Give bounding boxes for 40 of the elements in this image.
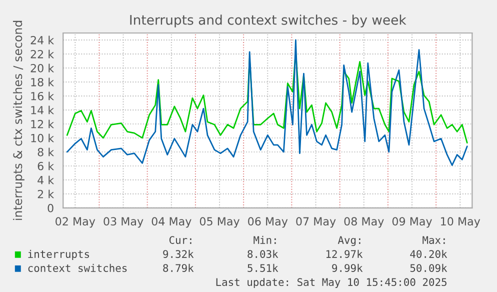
x-tick-label: 10 May xyxy=(441,217,480,228)
y-tick-label: 20 k xyxy=(30,64,54,72)
y-tick-label: 2 k xyxy=(38,190,54,198)
text: 9.99k xyxy=(332,264,363,272)
x-tick-label: 07 May xyxy=(296,217,336,228)
text: 8.79k xyxy=(163,264,194,272)
text: Min: xyxy=(254,236,276,244)
y-tick-label: 8 k xyxy=(38,148,54,156)
y-tick-label: 16 k xyxy=(31,92,54,100)
x-tick-label: 05 May xyxy=(200,217,240,228)
x-tick-label: 04 May xyxy=(152,217,192,228)
y-tick-label: 24 k xyxy=(30,36,54,44)
chart-title: Interrupts and context switches - by week xyxy=(130,14,406,28)
y-tick-label: 10 k xyxy=(31,134,54,142)
y-tick-label: 18 k xyxy=(31,78,54,86)
y-tick-label: 6 k xyxy=(38,162,54,170)
text: 40.20k xyxy=(410,250,448,258)
text: 5.51k xyxy=(248,264,278,272)
y-tick-label: 0 xyxy=(48,204,54,212)
text: 9.32k xyxy=(163,250,194,258)
text: Last update: Sat May 10 15:45:00 2025 xyxy=(216,278,446,288)
line-series xyxy=(66,39,468,166)
text: Cur: xyxy=(169,236,192,244)
y-tick-label: 4 k xyxy=(38,176,54,184)
x-tick-label: 06 May xyxy=(248,217,288,228)
text: 12.97k xyxy=(326,250,363,258)
y-tick-label: 14 k xyxy=(31,106,54,114)
x-tick-label: 03 May xyxy=(104,217,144,228)
text: Max: xyxy=(422,236,445,244)
x-tick-label: 09 May xyxy=(392,217,432,228)
text: Avg: xyxy=(338,236,360,246)
text: 50.09k xyxy=(410,264,448,272)
y-axis-title: interrupts & ctx switches / second xyxy=(13,20,24,220)
legend-label: context switches xyxy=(28,264,127,272)
text: 8.03k xyxy=(248,250,278,258)
x-tick-label: 08 May xyxy=(344,217,384,228)
x-tick-label: 02 May xyxy=(56,217,96,228)
y-tick-label: 22 k xyxy=(30,50,54,58)
legend-label: interrupts xyxy=(28,250,90,260)
y-tick-label: 12 k xyxy=(31,120,54,128)
